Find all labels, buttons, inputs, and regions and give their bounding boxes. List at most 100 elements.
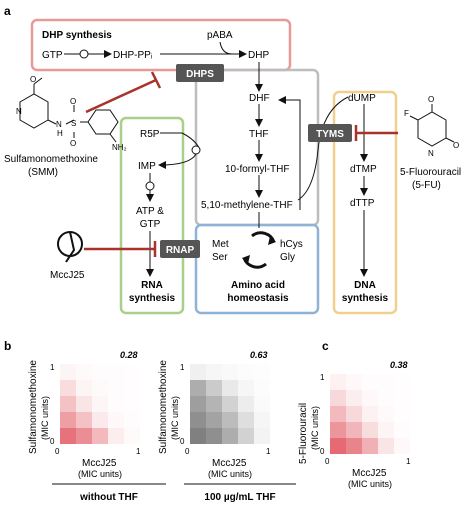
dhp-label: DHP [248, 50, 269, 61]
dhp-synthesis-title: DHP synthesis [42, 30, 112, 41]
heatmap-cell [362, 374, 378, 390]
heatmap-cell [206, 412, 222, 428]
y-tick-0: 0 [320, 447, 325, 456]
mccj25-label: MccJ25 [50, 270, 85, 281]
dttp-label: dTTP [350, 198, 375, 209]
heatmap-cell [394, 374, 410, 390]
atp-label: ATP & [136, 206, 164, 217]
heatmap-cell [92, 428, 108, 444]
smm-nh-label: N [56, 120, 62, 129]
heatmap-score: 0.38 [390, 360, 408, 370]
heatmap-cell [76, 412, 92, 428]
heatmap-cell [238, 412, 254, 428]
amino-title-1: Amino acid [231, 280, 285, 291]
x-tick-0: 0 [55, 447, 60, 456]
heatmap-cell [346, 406, 362, 422]
rnap-label: RNAP [166, 245, 195, 256]
heatmap-cell [190, 364, 206, 380]
smm-inhibition-bar [150, 71, 162, 89]
dhf-return-arrow [278, 96, 301, 210]
smm-o-lower: O [70, 139, 76, 148]
formyl-to-imp-arrow [158, 153, 197, 169]
condition-without-thf: without THF [79, 492, 138, 503]
heatmap-cell [92, 364, 108, 380]
y-axis-label: Sulfamonomethoxine [158, 360, 169, 454]
heatmap-cell [238, 364, 254, 380]
heatmap-cell [60, 428, 76, 444]
heatmap-cell [60, 380, 76, 396]
y-axis-units: (MIC units) [170, 396, 180, 440]
heatmap-cell [108, 380, 124, 396]
heatmap-cell [92, 380, 108, 396]
smm-abbr: (SMM) [28, 167, 58, 178]
x-axis-units: (MIC units) [208, 469, 252, 479]
met-label: Met [212, 239, 229, 250]
heatmap-score: 0.28 [120, 350, 138, 360]
x-axis-label: MccJ25 [82, 458, 117, 469]
x-axis-units: (MIC units) [78, 469, 122, 479]
amino-cycle-head-2 [242, 255, 250, 264]
heatmap-cell [124, 396, 140, 412]
y-axis-units: (MIC units) [40, 396, 50, 440]
gtp-rna-label: GTP [140, 219, 161, 230]
heatmap-cell [378, 390, 394, 406]
x-tick-0: 0 [325, 457, 330, 466]
gtp-intermediate-circle [79, 49, 89, 59]
heatmap-cell [378, 406, 394, 422]
heatmap-cell [206, 396, 222, 412]
heatmap-cell [76, 396, 92, 412]
smm-s-label: S [71, 119, 76, 128]
5fu-name: 5-Fluorouracil [400, 167, 461, 178]
dna-title-1: DNA [354, 280, 376, 291]
heatmap-cell [206, 428, 222, 444]
x-tick-0: 0 [185, 447, 190, 456]
heatmap-cell [92, 396, 108, 412]
heatmap-cell [330, 390, 346, 406]
y-axis-label: Sulfamonomethoxine [28, 360, 39, 454]
rnap-enzyme-box [160, 240, 200, 258]
mccj25-lasso-icon [57, 231, 83, 263]
heatmap-cell [362, 438, 378, 454]
heatmap-cell [362, 406, 378, 422]
smm-o-label: O [30, 75, 36, 84]
condition-with-thf: 100 µg/mL THF [204, 492, 275, 503]
smm-name: Sulfamonomethoxine [4, 154, 98, 165]
5fu-nh-label: N [428, 149, 434, 158]
smm-inhibition-line [85, 78, 157, 114]
heatmap-cell [378, 438, 394, 454]
smm-n-label: N [16, 107, 22, 116]
tyms-enzyme-box [308, 124, 352, 142]
heatmap-cell [254, 364, 270, 380]
smm-nh2-label: NH₂ [112, 143, 127, 152]
heatmap-cell [190, 380, 206, 396]
x-axis-label: MccJ25 [352, 468, 387, 479]
dna-synthesis-box [332, 90, 398, 315]
y-axis-label: 5-Fluorouracil [298, 403, 309, 464]
heatmap-cell [238, 380, 254, 396]
amino-title-2: homeostasis [227, 293, 289, 304]
dump-label: dUMP [348, 93, 376, 104]
heatmap-score: 0.63 [250, 350, 268, 360]
heatmap-cell [124, 364, 140, 380]
heatmap-cell [60, 396, 76, 412]
thf-label: THF [249, 129, 268, 140]
y-tick-1: 1 [50, 363, 55, 372]
paba-merge-arrow [219, 41, 233, 55]
heatmap-cell [60, 412, 76, 428]
formyl-thf-label: 10-formyl-THF [225, 164, 289, 175]
heatmap-cell [76, 364, 92, 380]
heatmap-cell [362, 422, 378, 438]
dhps-enzyme-box [176, 64, 224, 82]
heatmap-cell [206, 380, 222, 396]
folate-junction-circle [191, 145, 201, 155]
hcys-label: hCys [280, 239, 303, 250]
heatmap-cell [346, 438, 362, 454]
dhps-label: DHPS [186, 69, 214, 80]
heatmap-cell [330, 406, 346, 422]
dna-title-2: synthesis [342, 293, 389, 304]
